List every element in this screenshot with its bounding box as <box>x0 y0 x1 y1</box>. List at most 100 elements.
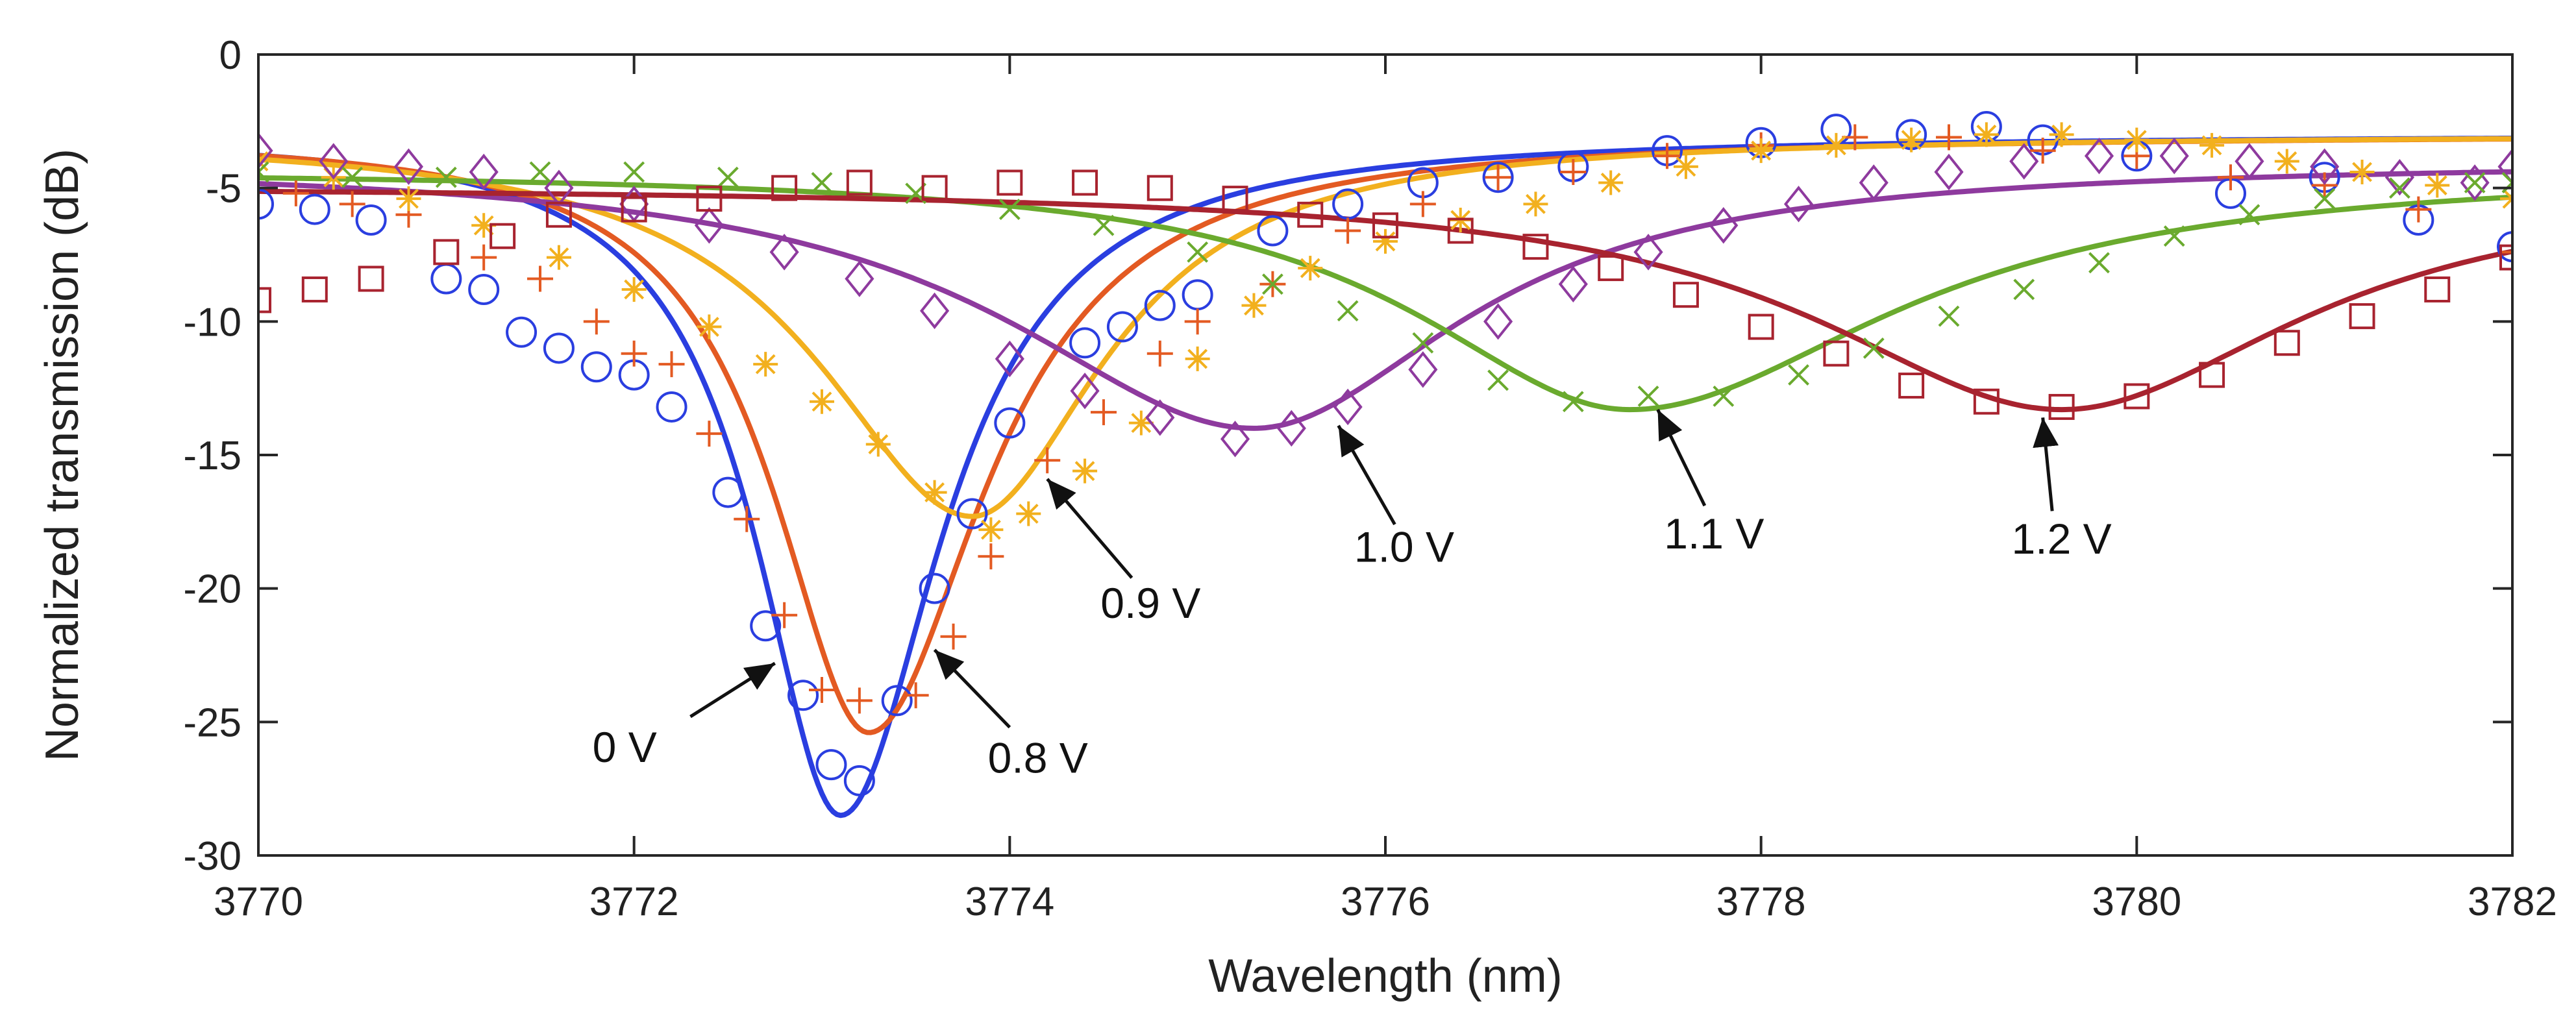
data-point-11V <box>341 166 364 188</box>
x-tick-label: 3772 <box>589 879 679 924</box>
data-point-11V <box>529 161 551 183</box>
data-point-0V <box>750 610 782 642</box>
data-point-08V <box>1654 143 1680 169</box>
voltage-annotations: 0 V 0.8 V 0.9 V 1.0 V 1.1 V 1.2 V <box>593 408 2112 781</box>
data-point-0V <box>468 273 500 305</box>
data-point-08V <box>1560 158 1587 185</box>
data-point-08V <box>771 602 798 628</box>
data-point-10V <box>1709 207 1739 244</box>
data-point-10V <box>2384 159 2414 196</box>
data-point-11V <box>1187 241 1209 263</box>
data-point-09V <box>1523 191 1548 217</box>
data-point-10V <box>1333 388 1363 426</box>
data-point-0V <box>956 498 988 530</box>
data-point-12V <box>1297 201 1324 228</box>
data-point-08V <box>2499 239 2512 265</box>
data-point-12V <box>2199 362 2225 388</box>
y-tick-label: 0 <box>219 33 242 78</box>
data-point-0V <box>787 680 819 711</box>
data-point-09V <box>1016 501 1041 526</box>
x-tick-label: 3782 <box>2468 879 2557 924</box>
data-point-08V <box>1936 124 1962 151</box>
data-point-08V <box>1842 124 1868 151</box>
data-point-11V <box>1337 300 1359 322</box>
data-point-0V <box>1257 215 1289 247</box>
data-point-11V <box>1487 369 1509 391</box>
data-point-0V <box>355 204 387 236</box>
data-point-09V <box>2049 122 2074 147</box>
data-point-0V <box>919 572 950 604</box>
data-point-08V <box>2405 196 2432 223</box>
data-point-12V <box>2349 303 2375 330</box>
data-point-10V <box>319 143 349 180</box>
data-point-11V <box>2013 278 2035 301</box>
data-point-10V <box>2460 164 2490 201</box>
y-tick-label: -15 <box>183 434 242 478</box>
data-point-11V <box>998 199 1021 220</box>
data-point-12V <box>1372 212 1398 239</box>
data-point-12V <box>696 186 723 212</box>
data-point-08V <box>282 180 309 206</box>
data-point-10V <box>1145 399 1175 436</box>
annotation-arrow <box>933 648 1011 729</box>
data-point-0V <box>1144 289 1176 321</box>
data-point-08V <box>846 687 873 714</box>
data-point-08V <box>527 265 553 292</box>
data-point-12V <box>2273 330 2300 356</box>
data-point-10V <box>2497 148 2512 185</box>
data-point-08V <box>621 340 647 367</box>
data-point-0V <box>543 332 575 364</box>
data-point-0V <box>815 749 847 781</box>
data-point-0V <box>580 351 612 383</box>
data-point-08V <box>978 543 1004 570</box>
data-point-12V <box>1598 255 1624 282</box>
data-point-11V <box>258 161 269 183</box>
data-point-11V <box>1562 391 1584 413</box>
data-point-11V <box>811 172 833 193</box>
data-point-10V <box>1934 153 1964 191</box>
data-point-08V <box>1146 340 1173 367</box>
annotation-arrow <box>689 661 776 719</box>
fit-curves <box>258 136 2512 818</box>
data-point-11V <box>1863 338 1885 359</box>
data-point-09V <box>1824 132 1849 158</box>
data-point-0V <box>1106 311 1138 343</box>
data-point-0V <box>881 685 913 717</box>
data-point-09V <box>1673 154 1698 179</box>
annotation-label: 0.9 V <box>1100 579 1200 627</box>
data-point-10V <box>845 260 874 297</box>
data-point-11V <box>2238 204 2260 226</box>
x-tick-label: 3774 <box>965 879 1054 924</box>
data-point-12V <box>846 169 873 196</box>
data-point-12V <box>2048 393 2075 420</box>
data-point-11V <box>1412 332 1434 354</box>
data-point-0V <box>712 476 744 508</box>
data-point-09V <box>1899 127 1924 153</box>
data-point-10V <box>1408 351 1438 388</box>
data-point-12V <box>921 175 948 201</box>
data-point-09V <box>1298 256 1323 281</box>
y-tick-label: -5 <box>206 167 242 212</box>
data-point-11V <box>717 166 739 188</box>
data-point-12V <box>621 196 647 223</box>
data-point-08V <box>940 623 967 650</box>
x-axis-title: Wavelength (nm) <box>1208 950 1563 1002</box>
fit-curve-12V <box>258 188 2512 413</box>
data-point-11V <box>2163 225 2185 247</box>
data-point-12V <box>1072 169 1098 196</box>
data-point-0V <box>843 765 875 796</box>
x-tick-label: 3776 <box>1341 879 1430 924</box>
data-point-09V <box>2274 149 2299 174</box>
data-point-12V <box>433 239 460 265</box>
annotation-label: 1.2 V <box>2012 515 2112 563</box>
data-point-09V <box>546 245 571 270</box>
annotation-arrow <box>2033 417 2059 511</box>
data-point-0V <box>2497 231 2512 263</box>
data-point-12V <box>258 287 271 313</box>
data-point-12V <box>1522 234 1549 260</box>
data-point-10V <box>469 153 499 191</box>
data-point-10V <box>1633 234 1663 271</box>
data-point-11V <box>2088 252 2110 274</box>
data-point-10V <box>1220 421 1250 458</box>
